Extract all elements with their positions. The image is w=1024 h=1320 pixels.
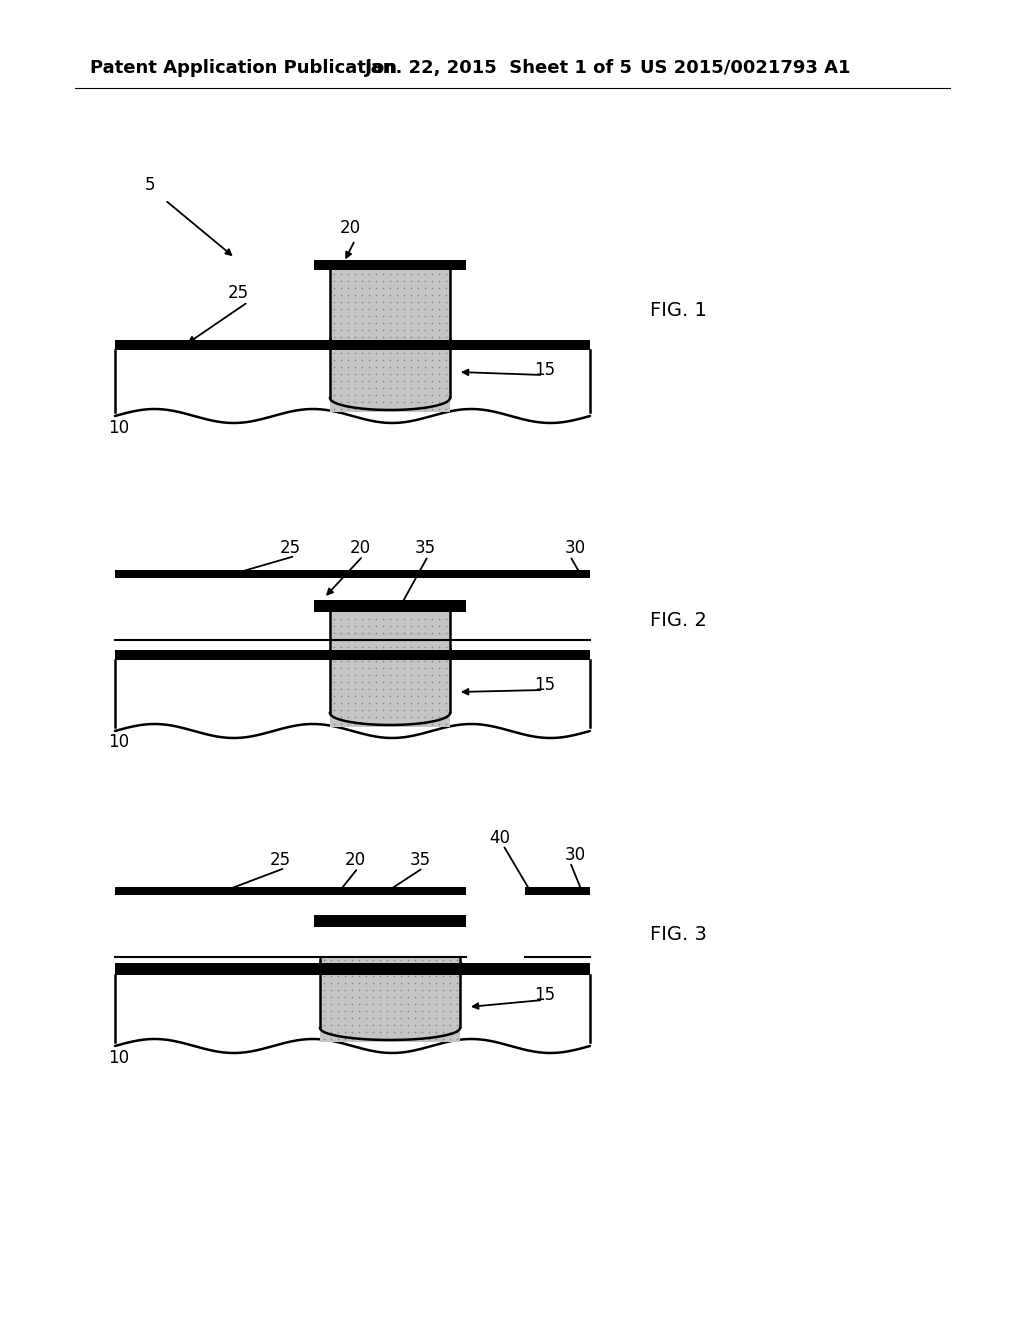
Text: 20: 20 [349, 539, 371, 557]
Bar [115, 649, 590, 660]
Text: 20: 20 [339, 219, 360, 238]
Text: Patent Application Publication: Patent Application Publication [90, 59, 397, 77]
Bar [330, 612, 450, 649]
Bar [115, 570, 314, 640]
Text: US 2015/0021793 A1: US 2015/0021793 A1 [640, 59, 851, 77]
Bar [115, 887, 466, 957]
Bar [525, 887, 590, 957]
Text: FIG. 3: FIG. 3 [650, 925, 707, 945]
Text: 10: 10 [108, 733, 129, 751]
Bar [115, 570, 590, 578]
Text: 10: 10 [108, 1049, 129, 1067]
Text: 15: 15 [535, 360, 556, 379]
Bar [319, 975, 460, 1041]
Bar [115, 660, 590, 744]
Text: 40: 40 [489, 829, 511, 847]
Text: 25: 25 [280, 539, 301, 557]
Text: FIG. 1: FIG. 1 [650, 301, 707, 319]
Text: 30: 30 [564, 846, 586, 865]
Text: FIG. 2: FIG. 2 [650, 610, 707, 630]
Text: 10: 10 [108, 418, 129, 437]
Bar [314, 260, 466, 271]
Bar [330, 350, 450, 412]
Bar [115, 964, 590, 975]
Bar [115, 975, 590, 1060]
Bar [115, 341, 590, 350]
Text: 30: 30 [564, 539, 586, 557]
Bar [314, 570, 466, 640]
Bar [330, 271, 450, 341]
Bar [319, 927, 460, 964]
Bar [314, 601, 466, 612]
Bar [330, 660, 450, 727]
Text: 15: 15 [535, 676, 556, 694]
Bar [314, 915, 466, 927]
Text: 35: 35 [410, 851, 430, 869]
Bar [115, 350, 590, 430]
Bar [115, 887, 466, 895]
Text: 5: 5 [144, 176, 156, 194]
Text: 35: 35 [415, 539, 435, 557]
Text: Jan. 22, 2015  Sheet 1 of 5: Jan. 22, 2015 Sheet 1 of 5 [365, 59, 633, 77]
Text: 20: 20 [344, 851, 366, 869]
Bar [525, 887, 590, 895]
Bar [466, 570, 590, 640]
Text: 15: 15 [535, 986, 556, 1005]
Text: 25: 25 [269, 851, 291, 869]
Text: 25: 25 [227, 284, 249, 302]
